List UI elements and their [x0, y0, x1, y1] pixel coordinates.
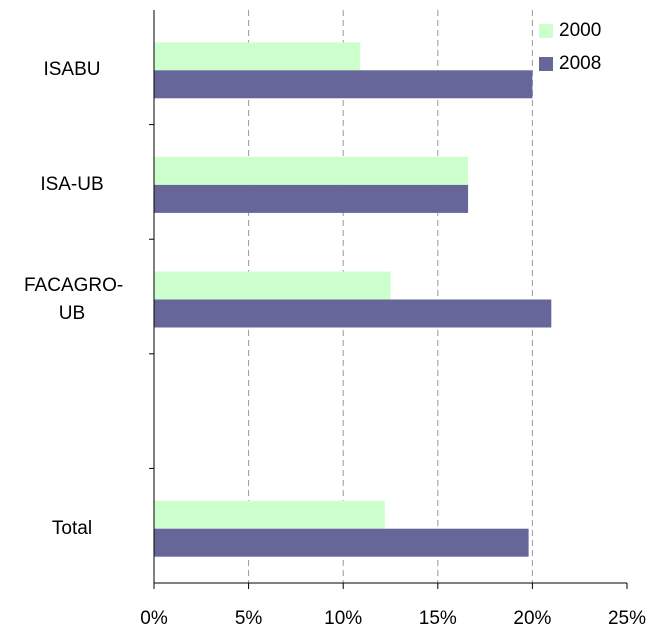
bar — [154, 42, 361, 71]
bar — [154, 500, 385, 529]
bar — [154, 70, 533, 99]
x-tick-label: 0% — [140, 608, 168, 628]
x-tick-label: 5% — [235, 608, 263, 628]
y-tick-label: ISA-UB — [40, 173, 104, 195]
bar — [154, 184, 469, 213]
legend-swatch — [539, 57, 553, 71]
bar — [154, 271, 391, 300]
legend-swatch — [539, 24, 553, 38]
y-tick-label: ISABU — [43, 59, 101, 81]
bar — [154, 156, 469, 185]
x-tick-label: 15% — [419, 608, 457, 628]
legend-label: 2008 — [559, 53, 601, 74]
y-tick-label: FACAGRO-UB — [24, 274, 124, 324]
y-tick-label: Total — [51, 517, 93, 539]
x-tick-label: 10% — [324, 608, 362, 628]
bar — [154, 528, 529, 557]
x-tick-label: 25% — [608, 608, 646, 628]
legend-label: 2000 — [559, 20, 601, 41]
bar — [154, 299, 552, 328]
x-tick-label: 20% — [513, 608, 551, 628]
